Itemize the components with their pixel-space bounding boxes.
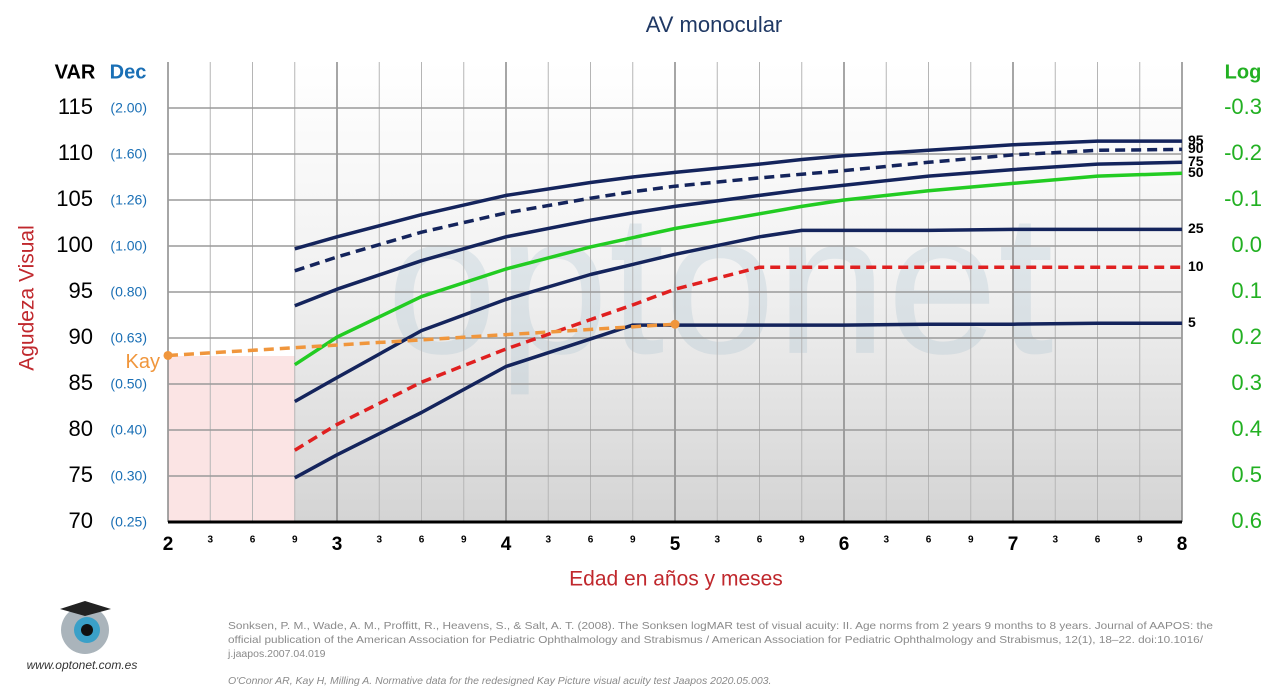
series-label: 25 (1188, 220, 1204, 236)
x-tick-label: 6 (250, 535, 256, 546)
y-tick-label: 75 (69, 462, 93, 487)
y2-tick-label: -0.3 (1224, 94, 1262, 119)
dec-tick-label: (1.00) (110, 238, 147, 254)
y-tick-label: 85 (69, 370, 93, 395)
x-tick-label: 6 (419, 535, 425, 546)
dec-tick-label: (0.63) (110, 330, 147, 346)
series-label: 75 (1188, 153, 1204, 169)
reference-2: O'Connor AR, Kay H, Milling A. Normative… (228, 675, 771, 687)
x-tick-label: 3 (545, 535, 551, 546)
dec-tick-label: (0.50) (110, 376, 147, 392)
reference-line: j.jaapos.2007.04.019 (227, 648, 326, 660)
y2-tick-label: -0.2 (1224, 140, 1262, 165)
series-marker (163, 350, 173, 360)
y-tick-label: 80 (69, 416, 93, 441)
x-tick-label: 6 (839, 534, 850, 555)
y-tick-label: 90 (69, 324, 93, 349)
series-line (293, 227, 1182, 404)
series-label: 95 (1188, 132, 1204, 148)
dec-header: Dec (110, 61, 147, 83)
series-label: Kay (126, 351, 160, 373)
y2-tick-label: 0.6 (1231, 508, 1262, 533)
series-line (293, 171, 1183, 367)
x-tick-label: 9 (461, 535, 467, 546)
x-tick-label: 9 (292, 535, 298, 546)
x-tick-label: 3 (714, 535, 720, 546)
x-tick-label: 6 (926, 535, 932, 546)
x-tick-label: 9 (968, 535, 974, 546)
series-label: 10 (1188, 258, 1204, 274)
logo-pupil (81, 624, 93, 636)
dec-tick-label: (2.00) (110, 100, 147, 116)
reference-line: Sonksen, P. M., Wade, A. M., Proffitt, R… (228, 620, 1213, 632)
x-tick-label: 9 (1137, 535, 1143, 546)
x-tick-label: 5 (670, 534, 681, 555)
y2-tick-label: -0.1 (1224, 186, 1262, 211)
var-header: VAR (55, 61, 96, 83)
y-tick-label: 100 (56, 232, 93, 257)
x-tick-label: 3 (207, 535, 213, 546)
lines (163, 139, 1183, 480)
series-marker (670, 319, 680, 329)
series-line (293, 321, 1182, 480)
y-axis-title: Agudeza Visual (16, 225, 39, 371)
dec-tick-label: (0.30) (110, 468, 147, 484)
series-label: 90 (1188, 140, 1204, 156)
dec-tick-label: (1.60) (110, 146, 147, 162)
x-tick-label: 6 (1095, 535, 1101, 546)
x-tick-label: 3 (332, 534, 343, 555)
x-axis-title: Edad en años y meses (569, 568, 783, 591)
x-tick-label: 9 (799, 535, 805, 546)
y-tick-label: 115 (58, 94, 93, 119)
dec-tick-label: (0.25) (110, 514, 147, 530)
y-tick-label: 95 (69, 278, 93, 303)
x-tick-label: 3 (376, 535, 382, 546)
y2-tick-label: 0.0 (1231, 232, 1262, 257)
dec-tick-label: (0.40) (110, 422, 147, 438)
series-line (294, 160, 1183, 308)
website: www.optonet.com.es (27, 658, 138, 672)
y2-tick-label: 0.5 (1231, 462, 1262, 487)
y-tick-label: 105 (56, 186, 93, 211)
x-tick-label: 3 (883, 535, 889, 546)
dec-tick-label: (0.80) (110, 284, 147, 300)
series-line (294, 147, 1183, 273)
x-tick-label: 9 (630, 535, 636, 546)
series-label: 5 (1188, 314, 1196, 330)
series-label: 50 (1188, 164, 1204, 180)
dec-tick-label: (1.26) (110, 192, 147, 208)
series-line (167, 322, 676, 358)
logo (60, 601, 111, 654)
x-tick-label: 4 (501, 534, 512, 555)
x-tick-label: 2 (163, 534, 174, 555)
log-header: Log (1225, 61, 1262, 83)
x-tick-label: 6 (588, 535, 594, 546)
chart-title: AV monocular (646, 12, 783, 37)
y2-tick-label: 0.3 (1231, 370, 1262, 395)
series-line (294, 139, 1182, 251)
pink-region (168, 356, 295, 522)
x-tick-label: 3 (1052, 535, 1058, 546)
logo-cap (60, 601, 111, 616)
x-tick-label: 7 (1008, 534, 1019, 555)
reference-line: official publication of the American Ass… (228, 634, 1203, 646)
y-tick-label: 110 (58, 140, 93, 165)
y2-tick-label: 0.4 (1231, 416, 1262, 441)
x-tick-label: 6 (757, 535, 763, 546)
y2-tick-label: 0.1 (1231, 278, 1262, 303)
y2-tick-label: 0.2 (1231, 324, 1262, 349)
series-line (293, 265, 1182, 452)
y-tick-label: 70 (69, 508, 93, 533)
x-tick-label: 8 (1177, 534, 1188, 555)
watermark: optonet (386, 173, 1053, 396)
